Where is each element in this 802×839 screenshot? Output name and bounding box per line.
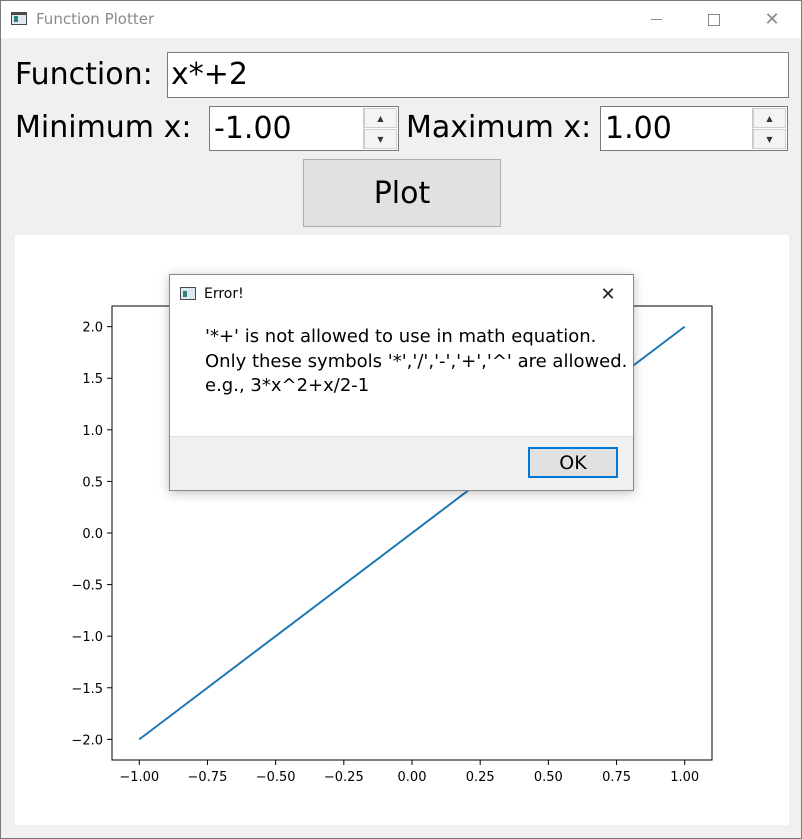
- y-tick-label: −1.5: [71, 682, 103, 697]
- minimum-x-value[interactable]: -1.00: [214, 111, 292, 146]
- minimum-x-spin-buttons: ▲ ▼: [363, 108, 397, 149]
- app-icon: [180, 287, 196, 300]
- x-tick-label: 1.00: [670, 770, 699, 785]
- window-title: Function Plotter: [36, 10, 155, 28]
- minimize-button[interactable]: [627, 1, 685, 38]
- ok-button[interactable]: OK: [528, 447, 618, 478]
- maximum-x-spinbox[interactable]: 1.00 ▲ ▼: [600, 106, 788, 151]
- y-tick-label: −0.5: [71, 579, 103, 594]
- dialog-body: '*+' is not allowed to use in math equat…: [170, 311, 633, 436]
- minimum-x-label: Minimum x:: [15, 110, 192, 145]
- function-label: Function:: [15, 57, 153, 92]
- maximum-x-value[interactable]: 1.00: [605, 111, 672, 146]
- minimum-x-spinbox[interactable]: -1.00 ▲ ▼: [209, 106, 399, 151]
- maximize-button[interactable]: [685, 1, 743, 38]
- y-tick-label: −2.0: [71, 733, 103, 748]
- error-message-line: e.g., 3*x^2+x/2-1: [205, 375, 370, 396]
- chevron-down-icon: ▼: [766, 134, 773, 144]
- close-icon: ✕: [600, 283, 616, 305]
- chevron-up-icon: ▲: [766, 113, 773, 123]
- dialog-title: Error!: [204, 286, 244, 302]
- chevron-up-icon: ▲: [377, 113, 384, 123]
- x-tick-label: −0.25: [324, 770, 364, 785]
- dialog-footer: OK: [170, 436, 633, 490]
- y-tick-label: 1.0: [82, 424, 103, 439]
- function-input[interactable]: x*+2: [167, 52, 789, 98]
- close-button[interactable]: ✕: [743, 1, 801, 38]
- minimum-x-increment-button[interactable]: ▲: [364, 108, 397, 128]
- error-message-line: '*+' is not allowed to use in math equat…: [205, 326, 597, 347]
- maximum-x-label: Maximum x:: [406, 110, 592, 145]
- x-tick-label: −0.50: [256, 770, 296, 785]
- y-tick-label: 0.5: [82, 475, 103, 490]
- close-icon: ✕: [764, 9, 780, 30]
- error-message: '*+' is not allowed to use in math equat…: [205, 325, 627, 399]
- y-tick-label: −1.0: [71, 630, 103, 645]
- y-tick-label: 1.5: [82, 372, 103, 387]
- maximum-x-decrement-button[interactable]: ▼: [753, 129, 786, 149]
- y-tick-label: 2.0: [82, 321, 103, 336]
- y-tick-label: 0.0: [82, 527, 103, 542]
- x-tick-label: 0.25: [466, 770, 495, 785]
- x-tick-label: 0.50: [534, 770, 563, 785]
- error-dialog: Error! ✕ '*+' is not allowed to use in m…: [169, 274, 634, 491]
- dialog-close-button[interactable]: ✕: [590, 279, 626, 309]
- minimize-icon: [650, 19, 662, 20]
- title-bar[interactable]: Function Plotter ✕: [1, 1, 801, 38]
- app-icon: [11, 12, 27, 25]
- maximum-x-increment-button[interactable]: ▲: [753, 108, 786, 128]
- x-tick-label: −1.00: [119, 770, 159, 785]
- dialog-title-bar[interactable]: Error! ✕: [170, 275, 633, 311]
- minimum-x-decrement-button[interactable]: ▼: [364, 129, 397, 149]
- x-tick-label: −0.75: [188, 770, 228, 785]
- maximize-icon: [708, 13, 720, 26]
- chevron-down-icon: ▼: [377, 134, 384, 144]
- maximum-x-spin-buttons: ▲ ▼: [752, 108, 786, 149]
- x-tick-label: 0.75: [602, 770, 631, 785]
- plot-button[interactable]: Plot: [303, 159, 501, 227]
- error-message-line: Only these symbols '*','/','-','+','^' a…: [205, 350, 628, 372]
- x-tick-label: 0.00: [398, 770, 427, 785]
